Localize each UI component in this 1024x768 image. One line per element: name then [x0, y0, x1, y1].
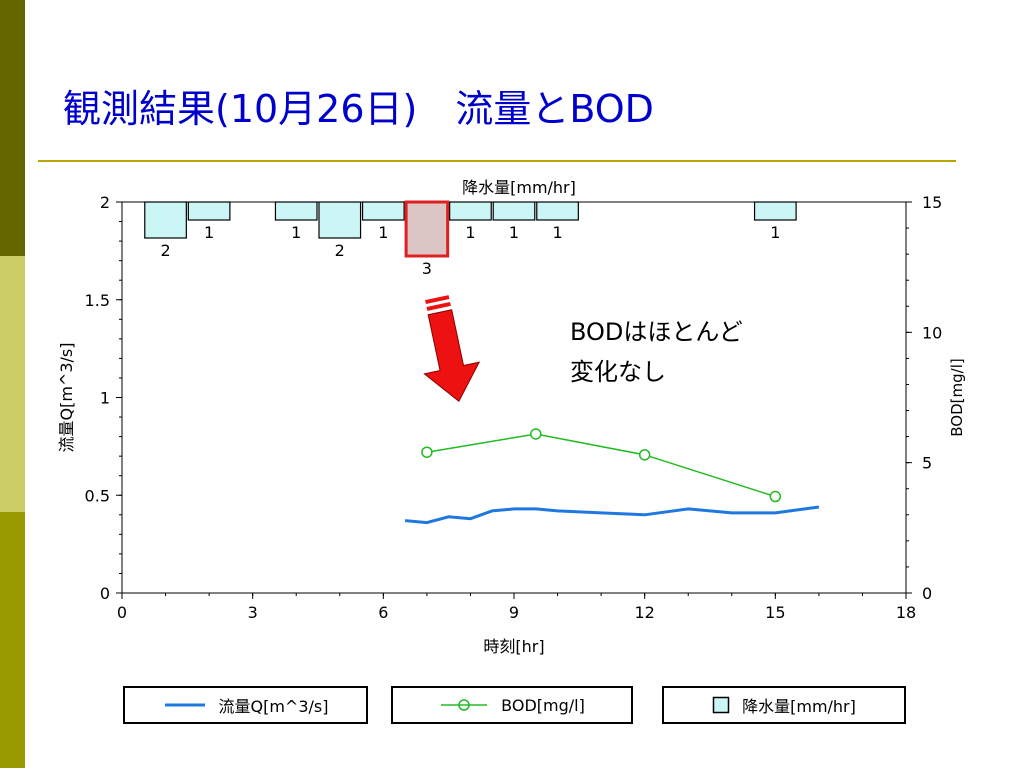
arrow-shape	[423, 295, 481, 403]
red-arrow	[423, 295, 481, 403]
x-tick-label: 6	[378, 603, 388, 622]
y-right-axis-title: BOD[mg/l]	[948, 358, 966, 436]
arrow-stripe	[425, 295, 450, 305]
arrow-body	[423, 309, 481, 403]
y-left-tick-label: 0	[100, 584, 110, 603]
bod-point	[530, 428, 542, 440]
rain-bar-label: 1	[509, 223, 519, 242]
series-lines	[404, 428, 820, 525]
slide-title: 観測結果(10月26日) 流量とBOD	[63, 87, 654, 131]
bod-point	[421, 446, 433, 458]
rain-bars: 2 1 1 2 1 3 1 1 1 1	[144, 200, 797, 278]
x-tick-label: 12	[634, 603, 654, 622]
arrow-stripe	[426, 301, 451, 311]
rain-bar	[144, 201, 187, 239]
chart-axes: 0 3 6 9 12 15 18時刻[hr]00.511.52流量Q[m^3/s]05101…	[57, 178, 966, 656]
rain-bar	[449, 201, 492, 221]
rain-bar-label: 1	[204, 223, 214, 242]
x-tick-label: 0	[117, 603, 127, 622]
rain-bar-label: 1	[465, 223, 475, 242]
rain-bar	[404, 200, 450, 258]
x-tick-label: 18	[896, 603, 916, 622]
annotation-line-1: BODはほとんど	[570, 318, 743, 346]
bod-point	[769, 490, 782, 503]
y-left-axis-title: 流量Q[m^3/s]	[57, 343, 76, 453]
rain-bar-label: 1	[552, 223, 562, 242]
rain-bar-label: 2	[335, 241, 345, 260]
y-right-tick-label: 5	[922, 454, 932, 473]
legend-bod: BOD[mg/l]	[391, 686, 633, 724]
y-left-tick-label: 0.5	[85, 486, 110, 505]
legend-flow-label: 流量Q[m^3/s]	[218, 697, 329, 716]
x-tick-label: 15	[765, 603, 785, 622]
y-right-tick-label: 15	[922, 193, 942, 212]
legend-flow-swatch	[164, 703, 205, 707]
y-left-tick-label: 1	[100, 389, 110, 408]
legend-bod-swatch	[441, 699, 488, 711]
sidebar-band-dark	[0, 0, 25, 256]
y-right-tick-label: 0	[922, 584, 932, 603]
slide-sidebar	[0, 0, 25, 768]
x-tick-label: 9	[509, 603, 519, 622]
flow-line	[404, 505, 820, 525]
rain-axis-title: 降水量[mm/hr]	[462, 178, 576, 197]
sidebar-band-olive	[0, 512, 25, 768]
rain-bar-label: 1	[378, 223, 388, 242]
legend-rain-label: 降水量[mm/hr]	[742, 697, 856, 716]
legend-rain-swatch	[712, 696, 730, 714]
x-tick-label: 3	[248, 603, 258, 622]
bod-line	[426, 433, 776, 498]
legend-flow: 流量Q[m^3/s]	[123, 686, 368, 724]
rain-bar	[318, 201, 362, 239]
annotation-line-2: 変化なし	[570, 358, 666, 386]
rain-bar	[536, 201, 579, 221]
rain-bar-label: 1	[291, 223, 301, 242]
legend-bod-label: BOD[mg/l]	[501, 695, 585, 715]
bod-point	[638, 449, 651, 461]
rain-bar	[187, 201, 231, 221]
rain-bar-label: 1	[770, 223, 780, 242]
x-axis-title: 時刻[hr]	[483, 637, 544, 656]
y-left-tick-label: 2	[100, 193, 110, 212]
legend-rain: 降水量[mm/hr]	[662, 686, 906, 724]
rain-bar	[492, 201, 536, 221]
rain-bar	[361, 201, 405, 221]
rain-bar-label: 2	[160, 241, 170, 260]
title-underline	[38, 160, 956, 162]
y-right-tick-label: 10	[922, 323, 942, 342]
sidebar-band-light	[0, 256, 25, 512]
rain-bar-label: 3	[422, 259, 432, 278]
rain-bar	[753, 201, 797, 221]
y-left-tick-label: 1.5	[85, 291, 110, 310]
rain-bar	[274, 201, 318, 221]
